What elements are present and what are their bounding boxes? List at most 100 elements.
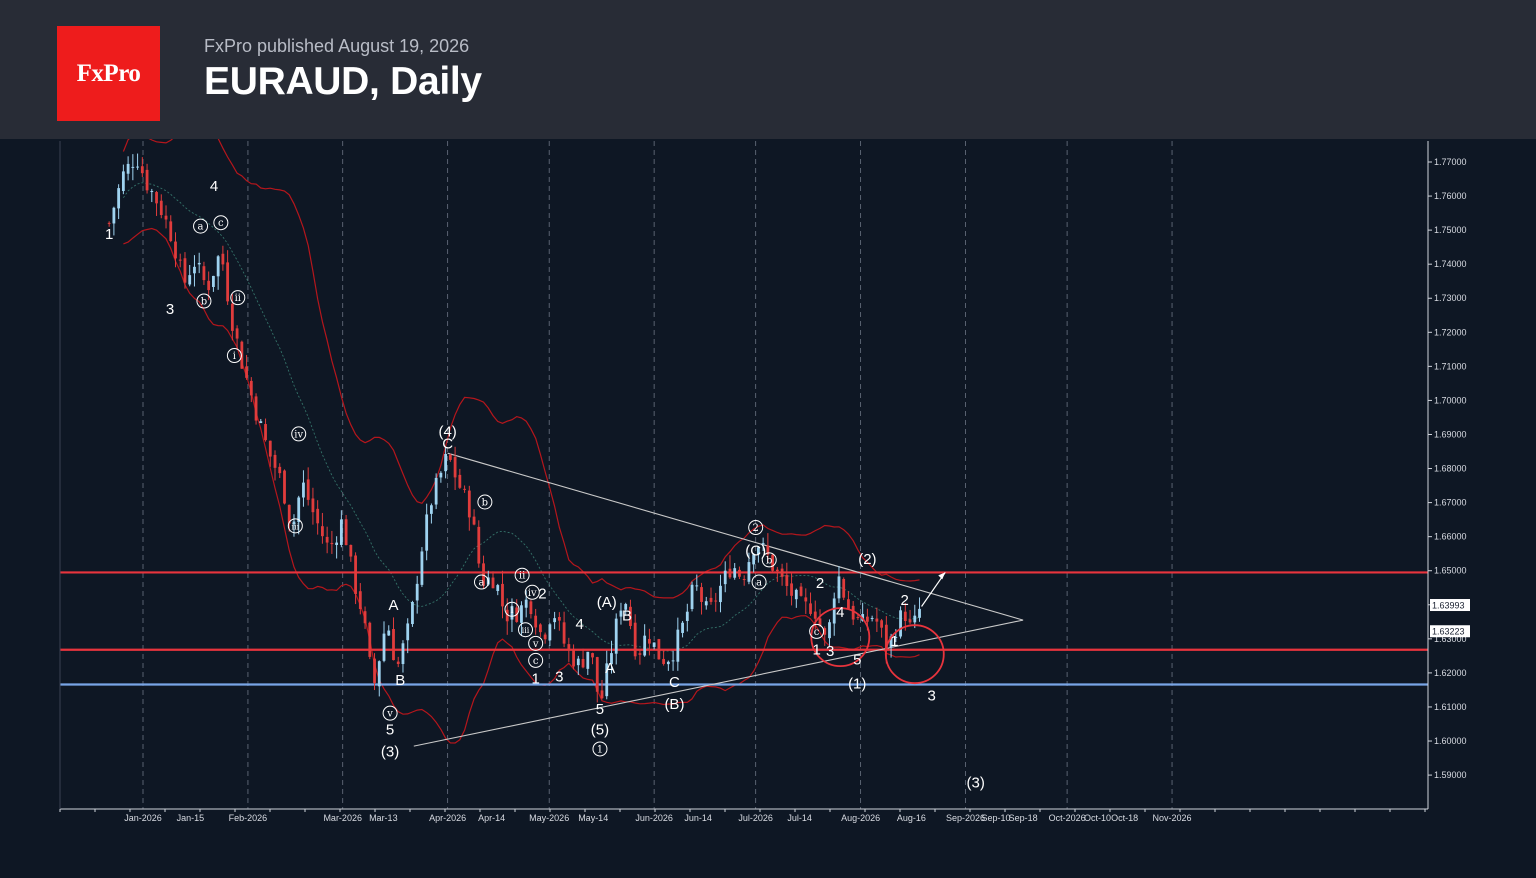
x-tick-label: Oct-10 (1084, 813, 1111, 823)
price-label: 1.63223 (1432, 627, 1465, 637)
candle-body (344, 519, 348, 546)
candle-body (159, 200, 163, 216)
candle-body (847, 599, 850, 609)
candle-body (813, 611, 817, 619)
wave-label-circle (518, 622, 534, 638)
candle-body (842, 578, 846, 598)
wave-label: 2 (538, 585, 546, 602)
candle-body (766, 545, 770, 555)
candle-body (325, 536, 329, 543)
candle-body (681, 622, 684, 633)
candle-body (823, 628, 827, 635)
x-tick-label: Sep-18 (1009, 813, 1038, 823)
candle-body (188, 275, 192, 285)
candle-body (259, 421, 263, 424)
y-tick-label: 1.69000 (1434, 429, 1467, 439)
candles (107, 153, 921, 703)
wave-label-circle (524, 584, 540, 600)
candle-body (534, 615, 538, 628)
grid-lines (142, 141, 1173, 809)
wave-label-circle (474, 574, 489, 590)
wave-label: 3 (826, 643, 834, 660)
candle-body (666, 661, 670, 665)
wave-label-circle (226, 348, 242, 364)
arrow-head (938, 572, 946, 580)
wave-label: A (605, 660, 615, 677)
wave-label: 2 (816, 575, 824, 592)
triangle-line (413, 619, 1024, 747)
candle-body (629, 606, 632, 626)
candle-body (756, 547, 760, 555)
x-tick-label: Feb-2026 (229, 813, 268, 823)
candle-body (894, 636, 898, 638)
wave-label-circle (528, 635, 544, 651)
candle-body (382, 633, 386, 661)
candle-body (676, 629, 680, 662)
candle-body (647, 638, 651, 644)
wave-label: b (766, 555, 772, 566)
candle-body (804, 597, 808, 602)
candle-body (377, 661, 381, 687)
wave-label-circle (382, 705, 398, 721)
candle-body (538, 624, 542, 633)
candle-body (216, 256, 220, 277)
candle-body (278, 466, 282, 474)
wave-label: (A) (597, 594, 617, 611)
price-label: 1.63993 (1432, 601, 1465, 611)
candle-body (704, 601, 708, 606)
wave-label: a (756, 578, 762, 589)
candle-body (287, 504, 291, 524)
candle-body (283, 470, 286, 504)
candle-body (302, 482, 305, 498)
candle-body (226, 262, 230, 302)
candle-body (330, 542, 334, 545)
wave-label-circle (528, 652, 544, 668)
candle-body (557, 616, 561, 621)
candle-body (581, 658, 585, 668)
candle-body (738, 569, 741, 577)
candle-body (771, 554, 775, 571)
candle-body (719, 585, 722, 603)
candle-body (448, 454, 452, 460)
wave-label: (3) (967, 774, 985, 791)
candle-body (619, 610, 623, 617)
wave-label: 4 (836, 604, 844, 621)
candle-body (245, 366, 248, 378)
price-label-box (1430, 599, 1470, 612)
wave-label-circle (592, 741, 608, 757)
x-tick-label: Apr-2026 (429, 813, 466, 823)
candle-body (723, 570, 727, 585)
triangle-pattern (413, 452, 1024, 747)
wave-label: v (386, 709, 393, 720)
candle-body (136, 166, 139, 168)
candle-body (458, 474, 462, 488)
candle-body (643, 635, 647, 656)
candle-body (117, 188, 121, 209)
wave-label: 5 (386, 722, 394, 739)
wave-label-circle (213, 215, 229, 231)
wave-label: a (479, 578, 485, 589)
candle-body (510, 606, 514, 620)
x-tick-label: Aug-16 (897, 813, 926, 823)
candle-body (121, 171, 125, 191)
candle-body (339, 519, 343, 545)
price-label-box (1430, 625, 1470, 638)
x-tick-label: Oct-2026 (1049, 813, 1086, 823)
candle-body (212, 275, 215, 287)
candle-body (392, 629, 395, 661)
y-tick-label: 1.72000 (1434, 327, 1467, 337)
x-tick-label: Mar-13 (369, 813, 398, 823)
published-line: FxPro published August 19, 2026 (204, 36, 470, 56)
candle-body (889, 636, 893, 648)
candle-body (221, 253, 225, 265)
header-bar: FxPro FxPro published August 19, 2026 EU… (0, 0, 1536, 139)
candle-body (600, 690, 604, 699)
triangle-line (447, 452, 1024, 621)
candle-body (140, 166, 144, 174)
wave-label-circle (751, 574, 767, 590)
x-tick-label: May-2026 (529, 813, 569, 823)
wave-label: iv (528, 588, 537, 599)
axes: 1.77000 1.76000 1.75000 1.74000 1.73000 1.720… (59, 141, 1470, 823)
x-tick-label: Sep-10 (982, 813, 1011, 823)
candle-body (638, 653, 642, 655)
